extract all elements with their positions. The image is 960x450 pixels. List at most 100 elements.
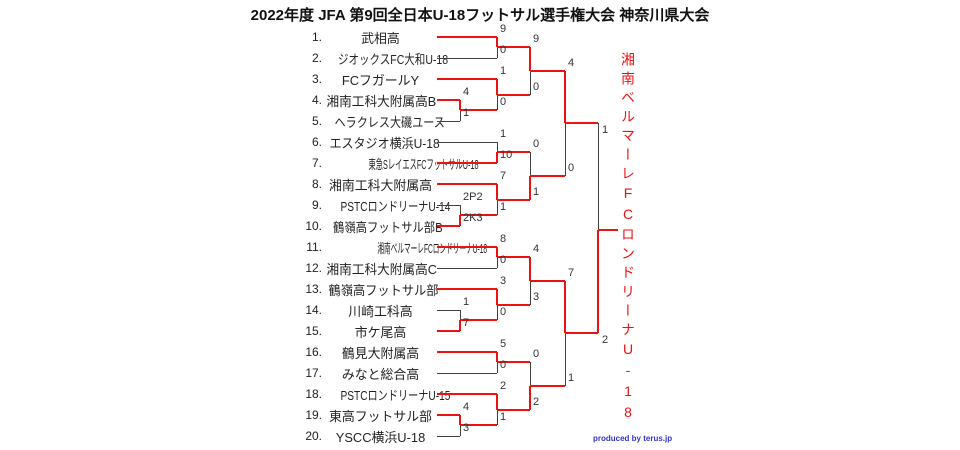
team-name: 鶴嶺高フットサル部 — [328, 282, 439, 298]
team-seed: 9. — [311, 198, 322, 212]
team-row: 18. PSTCロンドリーナU-15 — [300, 384, 450, 404]
bracket-line — [459, 100, 461, 110]
bracket-line — [497, 199, 530, 201]
team-name: ヘラクレス大磯ユース — [334, 114, 445, 130]
team-seed: 10. — [305, 219, 322, 233]
score-label: 7 — [568, 267, 575, 279]
credit-link[interactable]: produced by terus.jp — [593, 434, 673, 443]
score-label: 3 — [500, 275, 507, 287]
bracket-line — [460, 110, 461, 121]
bracket-line — [437, 162, 497, 164]
team-name: 川崎工科高 — [348, 303, 413, 319]
bracket-line — [437, 351, 497, 353]
bracket-line — [530, 362, 531, 386]
bracket-line — [496, 37, 498, 47]
score-label: 4 — [533, 243, 540, 255]
team-seed: 15. — [305, 324, 322, 338]
bracket-line — [497, 410, 498, 425]
bracket-line — [497, 305, 498, 320]
score-label: 1 — [533, 186, 540, 198]
team-name: 湘南工科大附属高 — [328, 177, 433, 193]
score-label: 9 — [533, 33, 540, 45]
team-row: 7. 東急SレイエスFCフットサルU-18 — [300, 153, 479, 173]
score-label: 1 — [500, 411, 507, 423]
score-label: 2 — [500, 380, 507, 392]
bracket-line — [530, 152, 531, 176]
bracket-line — [564, 281, 566, 333]
bracket-line — [437, 121, 460, 122]
bracket-line — [437, 268, 497, 269]
team-row: 13. 鶴嶺高フットサル部 — [300, 279, 439, 299]
team-row: 1. 武相高 — [300, 27, 436, 47]
bracket-line — [530, 70, 565, 72]
bracket-line — [497, 257, 498, 268]
bracket-line — [565, 123, 566, 176]
score-label: 2 — [533, 396, 540, 408]
team-row: 14. 川崎工科高 — [300, 300, 436, 320]
score-label: 2 — [602, 334, 609, 346]
bracket-line — [437, 330, 460, 332]
team-name: PSTCロンドリーナU-15 — [340, 387, 451, 403]
score-label: 1 — [568, 372, 575, 384]
score-label: 0 — [500, 254, 507, 266]
score-label: 3 — [463, 422, 470, 434]
bracket-line — [496, 394, 498, 410]
bracket-line — [530, 280, 565, 282]
score-label: 4 — [463, 401, 470, 413]
bracket-line — [437, 288, 497, 290]
bracket-line — [496, 352, 498, 362]
bracket-line — [437, 142, 497, 143]
score-label: 1 — [500, 128, 507, 140]
team-seed: 3. — [311, 72, 322, 86]
team-row: 16. 鶴見大附属高 — [300, 342, 436, 362]
score-label: 1 — [602, 124, 609, 136]
score-label: 1 — [500, 201, 507, 213]
champion-label: 湘南ベルマーレFCロンドリーナU-18 — [620, 52, 636, 425]
bracket-line — [437, 205, 460, 206]
team-seed: 18. — [305, 387, 322, 401]
team-name: 東高フットサル部 — [328, 408, 433, 424]
team-name: 湘南工科大附属高B — [326, 93, 437, 109]
team-row: 8. 湘南工科大附属高 — [300, 174, 436, 194]
team-row: 15. 市ケ尾高 — [300, 321, 436, 341]
score-label: 2P2 — [463, 191, 483, 203]
team-seed: 16. — [305, 345, 322, 359]
bracket-line — [496, 184, 498, 200]
bracket-line — [530, 175, 565, 177]
score-label: 4 — [568, 57, 575, 69]
bracket-line — [437, 373, 497, 374]
bracket-line — [496, 289, 498, 305]
bracket-line — [460, 109, 497, 111]
bracket-line — [497, 151, 530, 153]
bracket-line — [437, 393, 497, 395]
bracket-line — [460, 205, 461, 215]
score-label: 7 — [463, 317, 470, 329]
team-name: PSTCロンドリーナU-14 — [340, 198, 451, 214]
team-row: 17. みなと総合高 — [300, 363, 436, 383]
team-seed: 11. — [306, 240, 322, 254]
bracket-line — [565, 333, 566, 386]
team-name: YSCC横浜U-18 — [335, 429, 426, 445]
bracket-line — [597, 230, 599, 333]
bracket-line — [529, 176, 531, 200]
bracket-line — [565, 122, 598, 124]
bracket-line — [437, 246, 497, 248]
bracket-line — [496, 79, 498, 95]
score-label: 5 — [500, 338, 507, 350]
score-label: 10 — [500, 149, 513, 161]
bracket-line — [460, 310, 461, 320]
team-seed: 8. — [311, 177, 322, 191]
team-row: 6. エスタジオ横浜U-18 — [300, 132, 440, 152]
bracket-line — [598, 229, 618, 231]
bracket-line — [530, 385, 565, 387]
bracket-line — [497, 200, 498, 215]
bracket-line — [497, 361, 530, 363]
team-seed: 12. — [305, 261, 322, 275]
team-seed: 2. — [311, 51, 322, 65]
score-label: 0 — [500, 306, 507, 318]
score-label: 8 — [500, 233, 507, 245]
bracket-line — [496, 247, 498, 257]
team-name: 湘南ベルマーレFCロンドリーナU-18 — [377, 240, 488, 256]
bracket-line — [497, 362, 498, 373]
